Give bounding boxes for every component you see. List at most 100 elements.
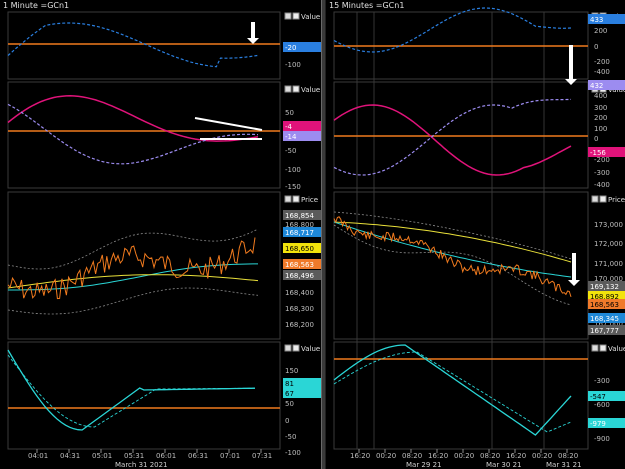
left-pane1-save-icon[interactable] (284, 12, 292, 20)
left-pane4-tick: 150 (285, 367, 298, 375)
left-pane4-save-icon[interactable] (284, 344, 292, 352)
left-xaxis-tick: 06:31 (188, 452, 208, 460)
left-pane1-tick: -100 (285, 61, 301, 69)
left-pane3-frame (7, 191, 281, 340)
right-pane2-signal-line (333, 98, 572, 176)
right-pane2-tick: 200 (594, 114, 607, 122)
right-pane4-tick: -300 (594, 377, 610, 385)
right-pane3-tick: 171,000 (594, 260, 623, 268)
left-pane4-tick: -50 (285, 433, 296, 441)
right-pane3-tick: 167,000 (594, 320, 623, 328)
right-pane2-tick: -300 (594, 169, 610, 177)
left-pane1-label: Value (301, 13, 320, 21)
right-pane3-price-tag: 167,777 (590, 327, 619, 335)
right-pane4-tick: -600 (594, 401, 610, 409)
right-pane3-price-tag-bg (588, 313, 625, 323)
right-pane3-frame (333, 191, 589, 340)
right-pane2-last-tag: -156 (590, 149, 606, 157)
right-pane4-save-icon[interactable] (591, 344, 599, 352)
left-pane3-price-tag: 168,854 (285, 212, 314, 220)
right-pane2-tick: -400 (594, 181, 610, 189)
left-xaxis-tick: 07:01 (220, 452, 240, 460)
left-pane2-last-tag: -14 (285, 133, 297, 141)
right-pane3-tick: 170,000 (594, 275, 623, 283)
right-pane4-close-icon[interactable] (599, 344, 607, 352)
right-xaxis-tick: 16:20 (506, 452, 526, 460)
left-pane2-last-tag-bg (283, 121, 321, 131)
right-pane3-price-tag-bg (588, 281, 625, 291)
left-pane4-signal-line (7, 354, 255, 428)
left-pane3-price-line (7, 237, 256, 300)
right-pane1-value-line (333, 7, 572, 53)
left-pane1-last-tag: -20 (285, 44, 296, 52)
right-pane2-tick: 0 (594, 135, 598, 143)
left-pane4-osc-line (7, 349, 256, 431)
right-xaxis-tick: 08:20 (402, 452, 422, 460)
left-pane4-frame (7, 341, 281, 450)
right-chart-svg[interactable]: Value2000-200-400433Value4003002001000-1… (326, 0, 625, 469)
right-pane2-last-tag-bg (588, 80, 625, 90)
left-chart-title: 1 Minute =GCn1 (3, 1, 70, 10)
left-pane2-label: Value (301, 86, 320, 94)
left-pane1-close-icon[interactable] (292, 12, 300, 20)
right-pane3-label: Price (608, 196, 625, 204)
left-pane1-frame (7, 11, 281, 80)
left-xaxis-tick: 07:31 (252, 452, 272, 460)
left-pane1-last-tag-bg (283, 42, 321, 52)
right-pane3-price-line (333, 216, 572, 298)
window-splitter[interactable] (321, 0, 326, 469)
left-pane2-tick: 50 (285, 109, 294, 117)
left-pane3-tick: 168,800 (285, 221, 314, 229)
right-xaxis-tick: 00:20 (454, 452, 474, 460)
right-pane3-lower-band (333, 224, 572, 306)
right-pane2-frame (333, 81, 589, 189)
right-pane4-osc-line (333, 344, 572, 436)
left-xaxis-tick: 04:01 (28, 452, 48, 460)
left-pane2-last-tag-bg (283, 131, 321, 141)
right-pane4-frame (333, 341, 589, 450)
left-pane2-trend-line (194, 117, 263, 131)
right-xaxis-tick: 16:20 (428, 452, 448, 460)
right-xaxis-date: Mar 29 21 (406, 461, 441, 469)
left-pane4-close-icon[interactable] (292, 344, 300, 352)
left-pane4-last-tag-bg (283, 388, 321, 398)
right-pane3-price-tag: 168,563 (590, 301, 619, 309)
right-chart-window: 15 Minutes =GCn1 Value2000-200-400433Val… (326, 0, 625, 469)
right-pane4-last-tag-bg (588, 391, 625, 401)
right-pane3-close-icon[interactable] (599, 195, 607, 203)
left-pane3-lower-band (7, 287, 259, 315)
right-pane3-tick: 172,000 (594, 240, 623, 248)
left-pane4-last-tag: 67 (285, 390, 294, 398)
left-pane2-last-tag: -4 (285, 123, 293, 131)
left-pane4-tick: -100 (285, 449, 301, 457)
right-pane3-tick: 173,000 (594, 221, 623, 229)
left-pane3-price-tag: 168,717 (285, 229, 314, 237)
left-pane3-close-icon[interactable] (292, 195, 300, 203)
left-pane4-last-tag-bg (283, 378, 321, 388)
left-pane3-price-tag-bg (283, 227, 321, 237)
right-pane3-price-tag-bg (588, 299, 625, 309)
left-chart-window: 1 Minute =GCn1 Value -100 -20 Value 50 0 -50 -1… (0, 0, 321, 469)
left-pane1-value-line (7, 22, 259, 68)
right-pane3-sma-line (333, 221, 572, 263)
left-pane3-price-tag-bg (283, 210, 321, 220)
left-pane3-price-tag-bg (283, 243, 321, 253)
left-pane2-close-icon[interactable] (292, 85, 300, 93)
right-xaxis-tick: 16:20 (350, 452, 370, 460)
left-pane4-label: Value (301, 345, 320, 353)
right-xaxis-date: Mar 31 21 (546, 461, 581, 469)
left-xaxis-tick: 05:01 (92, 452, 112, 460)
right-pane3-save-icon[interactable] (591, 195, 599, 203)
left-pane2-save-icon[interactable] (284, 85, 292, 93)
left-pane3-save-icon[interactable] (284, 195, 292, 203)
left-xaxis-date: March 31 2021 (115, 461, 168, 469)
right-xaxis-tick: 00:20 (532, 452, 552, 460)
left-pane1-arrow-icon (247, 22, 259, 44)
right-pane4-label: Value (608, 345, 625, 353)
left-chart-svg[interactable]: Value -100 -20 Value 50 0 -50 -100 -150 -4 -14 Pric… (0, 0, 321, 469)
right-pane2-tick: 400 (594, 92, 607, 100)
left-pane3-upper-band (7, 228, 259, 270)
right-pane3-upper-band (333, 211, 572, 260)
left-pane3-price-tag-bg (283, 259, 321, 269)
right-pane3-price-tag: 168,892 (590, 293, 619, 301)
